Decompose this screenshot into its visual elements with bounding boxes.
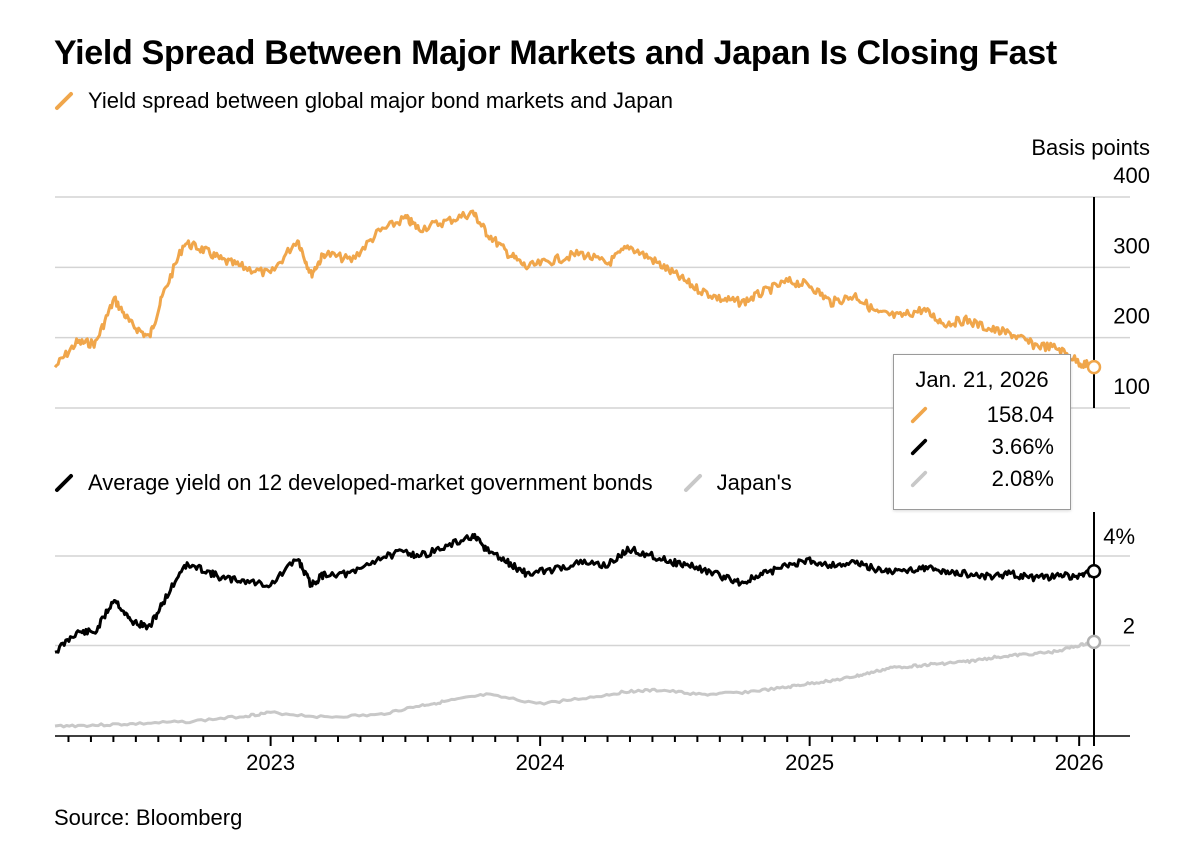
legend-japan-label: Japan's [716, 470, 792, 495]
japan-end-marker [1086, 634, 1102, 650]
source-note: Source: Bloomberg [54, 805, 243, 830]
chart-title: Yield Spread Between Major Markets and J… [54, 34, 1057, 72]
top-y-axis-title: Basis points [1031, 135, 1150, 160]
tooltip-row-japan: 2.08% [910, 463, 1054, 495]
spread-legend-icon [55, 92, 73, 110]
legend-yields: Average yield on 12 developed-market gov… [54, 470, 792, 496]
top-y-tick-label: 100 [1113, 374, 1150, 399]
x-tick-label: 2024 [516, 750, 565, 775]
hover-tooltip: Jan. 21, 2026 158.04 3.66% 2.08% [893, 354, 1071, 510]
spread-series-line [53, 209, 1096, 371]
japan-series-line [54, 640, 1096, 729]
bottom-y-tick-label: 4% [1103, 524, 1135, 549]
x-tick-label: 2023 [246, 750, 295, 775]
japan-legend-icon [683, 474, 702, 492]
tooltip-average-value: 3.66% [991, 434, 1054, 459]
x-tick-label: 2025 [785, 750, 834, 775]
average-legend-icon [55, 474, 73, 492]
top-y-tick-label: 200 [1113, 304, 1150, 329]
tooltip-spread-value: 158.04 [986, 402, 1054, 427]
legend-average: Average yield on 12 developed-market gov… [54, 470, 653, 496]
tooltip-japan-value: 2.08% [991, 466, 1054, 491]
legend-spread: Yield spread between global major bond m… [54, 88, 673, 114]
average-tooltip-icon [910, 438, 928, 456]
average-series-line [54, 532, 1096, 654]
bottom-y-tick-label: 2 [1123, 614, 1135, 639]
spread-tooltip-icon [910, 406, 928, 424]
tooltip-date: Jan. 21, 2026 [915, 367, 1049, 392]
legend-japan: Japan's [683, 470, 792, 496]
spread-end-marker [1086, 359, 1102, 375]
top-y-tick-label: 300 [1113, 233, 1150, 258]
tooltip-row-average: 3.66% [910, 431, 1054, 463]
legend-average-label: Average yield on 12 developed-market gov… [88, 470, 653, 495]
tooltip-row-spread: 158.04 [910, 399, 1054, 431]
average-end-marker [1086, 563, 1102, 579]
top-y-tick-label: 400 [1113, 163, 1150, 188]
legend-spread-label: Yield spread between global major bond m… [88, 88, 673, 113]
x-tick-label: 2026 [1055, 750, 1104, 775]
japan-tooltip-icon [910, 470, 928, 488]
